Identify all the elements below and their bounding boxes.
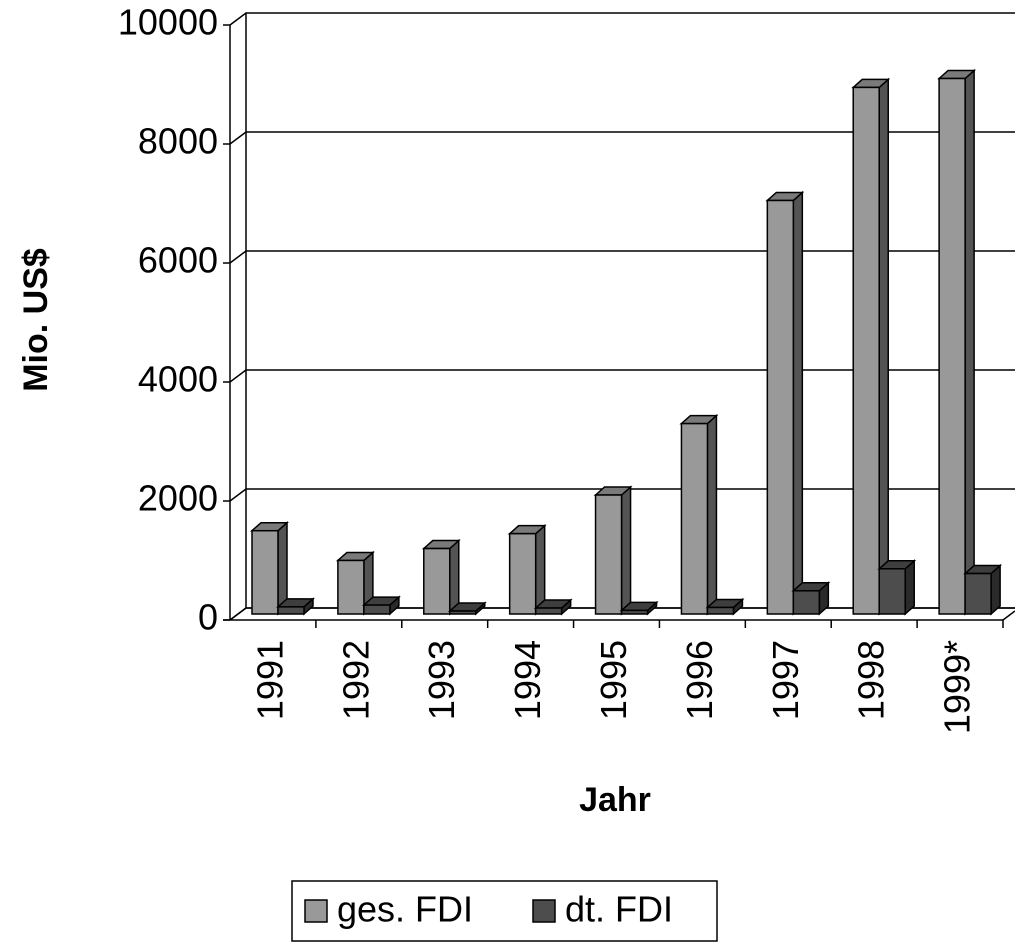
bar [594, 494, 623, 615]
bar [363, 604, 391, 615]
y-tick-label: 8000 [138, 121, 218, 162]
x-tick-label: 1997 [765, 640, 806, 720]
bar-side [449, 538, 460, 616]
x-tick-label: 1996 [679, 640, 720, 720]
y-tick-label: 10000 [118, 2, 218, 43]
x-tick-label: 1994 [507, 640, 548, 720]
y-tick-label: 6000 [138, 240, 218, 281]
bar [508, 532, 537, 615]
x-tick-label: 1993 [421, 640, 462, 720]
x-tick-label: 1991 [249, 640, 290, 720]
bar-side [792, 190, 804, 616]
bar [878, 568, 906, 615]
bar [620, 609, 649, 615]
bar [277, 606, 305, 615]
grid-line [229, 12, 1015, 26]
bar [337, 559, 365, 615]
grid-line [229, 488, 1015, 502]
legend-label: ges. FDI [337, 889, 473, 930]
bar [938, 77, 966, 615]
grid-line [229, 369, 1015, 383]
bar-side [620, 485, 632, 616]
legend-label: dt. FDI [565, 889, 673, 930]
bar [534, 607, 563, 615]
bar [792, 590, 821, 615]
x-tick-label: 1999* [937, 640, 978, 734]
grid-line [229, 131, 1015, 145]
grid-line [229, 250, 1015, 264]
legend-swatch [304, 899, 328, 923]
bar-side [904, 559, 915, 616]
legend-box [291, 880, 718, 942]
x-tick-label: 1992 [335, 640, 376, 720]
bar [706, 606, 735, 615]
y-tick-label: 4000 [138, 359, 218, 400]
y-axis-title: Mio. US$ [17, 248, 55, 392]
bar [964, 572, 992, 615]
y-tick-label: 0 [198, 597, 218, 638]
bar-side [706, 413, 718, 616]
bar [680, 422, 709, 615]
floor-edge [1002, 610, 1015, 621]
x-tick-label: 1998 [851, 640, 892, 720]
bar [449, 610, 477, 615]
x-tick-label: 1995 [593, 640, 634, 720]
bar [423, 547, 451, 615]
grid-line [229, 607, 1015, 621]
bar [251, 529, 279, 615]
bar [766, 199, 795, 615]
bar-side [878, 77, 889, 616]
bar-side [964, 68, 975, 616]
x-axis-title: Jahr [579, 781, 651, 819]
y-tick-label: 2000 [138, 478, 218, 519]
legend-swatch [532, 899, 556, 923]
bar [852, 86, 880, 615]
